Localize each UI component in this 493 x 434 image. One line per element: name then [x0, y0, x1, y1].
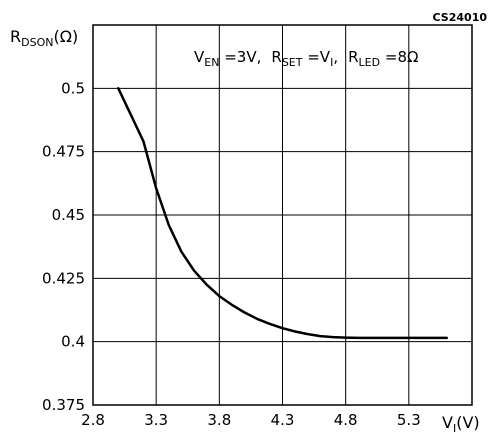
x-axis-title-sub: I: [453, 422, 456, 434]
x-axis-title: VI(V): [442, 413, 480, 434]
plot-border: [92, 24, 473, 406]
y-tick-label: 0.45: [52, 206, 85, 224]
y-tick-label: 0.5: [61, 79, 85, 97]
x-tick-label: 3.3: [144, 411, 168, 429]
x-tick-label: 3.8: [207, 411, 231, 429]
x-axis-title-main: V: [442, 413, 453, 432]
y-axis-title: RDSON(Ω): [10, 27, 78, 49]
x-axis-title-unit: (V): [456, 413, 479, 432]
x-tick-label: 4.8: [334, 411, 358, 429]
series: [117, 87, 448, 340]
cond-rset-main: R: [271, 48, 281, 66]
cond-ven-sub: EN: [204, 56, 219, 69]
cond-rset-rest: =V: [302, 48, 330, 66]
x-tick-labels: 2.8 3.3 3.8 4.3 4.8 5.3: [81, 411, 421, 429]
x-tick-label: 4.3: [271, 411, 295, 429]
y-axis-title-unit: (Ω): [53, 27, 78, 46]
cond-ven-rest: =3V,: [219, 48, 261, 66]
conditions-annotation: VEN =3V, RSET =VI, RLED =8Ω: [194, 48, 418, 69]
y-axis-title-main: R: [10, 27, 21, 46]
y-tick-labels: 0.375 0.4 0.425 0.45 0.475 0.5: [42, 79, 85, 414]
series-line: [117, 87, 448, 340]
plot-frame: [92, 24, 473, 406]
cond-rset-rest2: ,: [333, 48, 338, 66]
y-axis-title-sub: DSON: [21, 36, 53, 49]
figure-code: CS24010: [433, 11, 488, 24]
grid: [93, 25, 472, 405]
cond-rled-sub: LED: [359, 56, 381, 69]
cond-rset-sub2: I: [330, 56, 333, 69]
y-tick-label: 0.425: [42, 269, 85, 287]
y-tick-label: 0.475: [42, 143, 85, 161]
cond-rset-sub: SET: [282, 56, 303, 69]
x-tick-label: 5.3: [397, 411, 421, 429]
cond-rled-rest: =8Ω: [380, 48, 418, 66]
y-tick-label: 0.375: [42, 396, 85, 414]
cond-rled-main: R: [348, 48, 358, 66]
cond-ven-main: V: [194, 48, 205, 66]
y-tick-label: 0.4: [61, 333, 85, 351]
x-tick-label: 2.8: [81, 411, 105, 429]
